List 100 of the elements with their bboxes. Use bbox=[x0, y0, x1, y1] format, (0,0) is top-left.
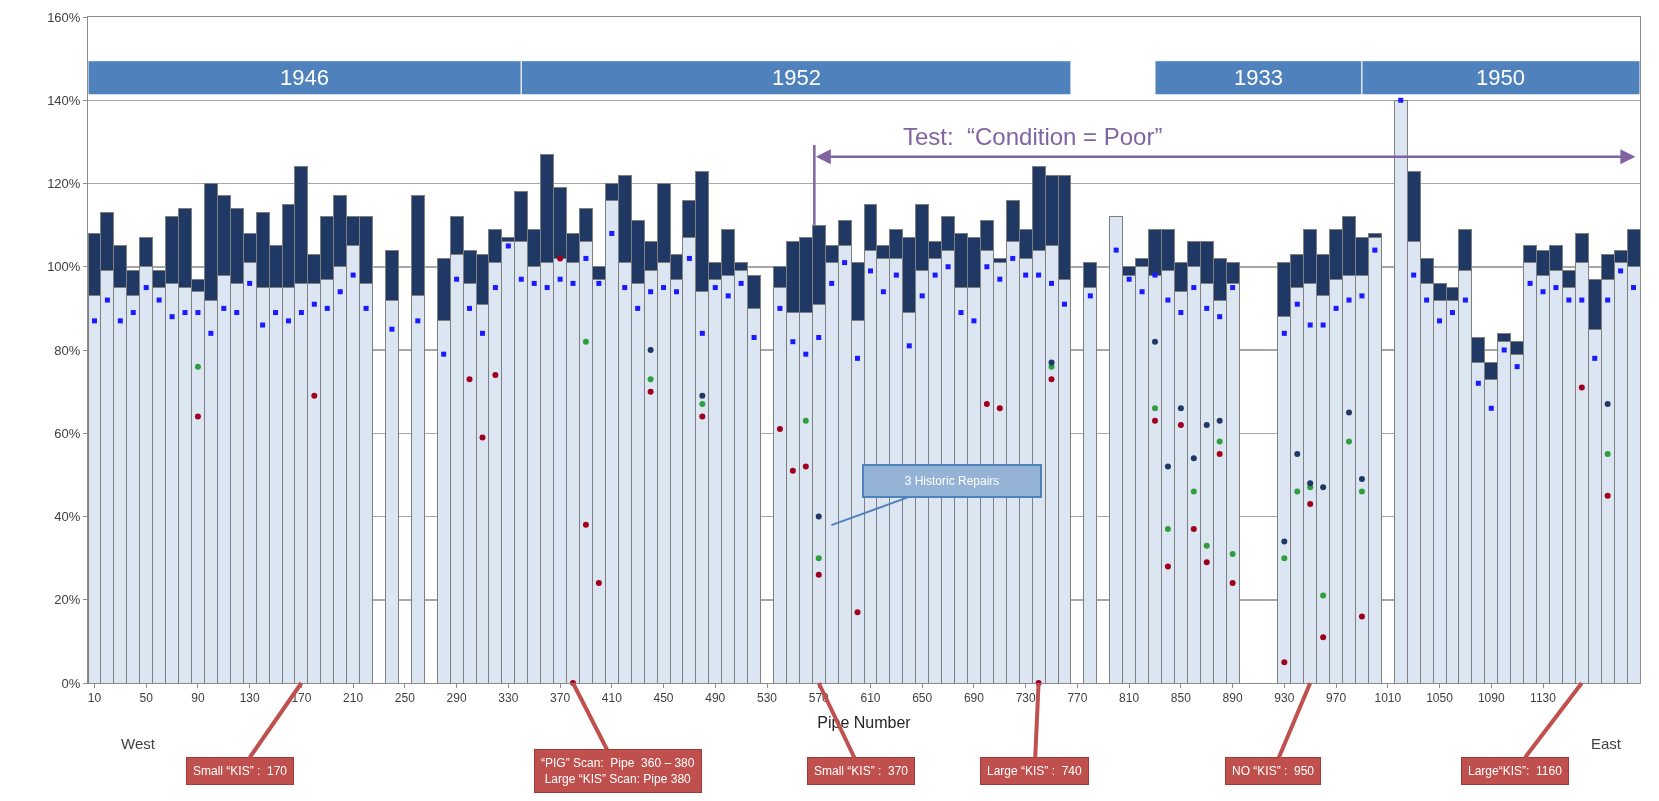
point bbox=[1281, 538, 1288, 545]
point bbox=[1281, 659, 1288, 666]
point bbox=[1177, 421, 1184, 428]
point bbox=[1152, 338, 1158, 345]
point bbox=[1229, 580, 1236, 587]
point bbox=[789, 467, 796, 474]
point bbox=[776, 426, 783, 433]
x-tick-label: 930 bbox=[1274, 691, 1295, 706]
point bbox=[1048, 376, 1055, 383]
point bbox=[1358, 488, 1365, 495]
point bbox=[1320, 484, 1327, 491]
point bbox=[1358, 476, 1365, 483]
x-tick-label: 90 bbox=[191, 691, 205, 706]
point bbox=[466, 376, 473, 383]
point bbox=[1229, 550, 1236, 557]
x-tick-label: 770 bbox=[1067, 691, 1088, 706]
x-tick-label: 1130 bbox=[1530, 691, 1557, 706]
point bbox=[311, 392, 318, 399]
x-tick-label: 530 bbox=[756, 691, 778, 706]
x-tick-label: 450 bbox=[653, 691, 674, 706]
x-tick-label: 1090 bbox=[1477, 691, 1505, 706]
point bbox=[492, 371, 499, 378]
point bbox=[1177, 405, 1184, 412]
y-tick-label: 80% bbox=[54, 342, 81, 358]
point bbox=[1190, 525, 1197, 532]
point bbox=[699, 401, 706, 408]
point bbox=[1346, 438, 1352, 445]
annotation: Test: “Condition = Poor” bbox=[903, 123, 1163, 150]
band-label: 1933 bbox=[1234, 65, 1283, 90]
y-tick-label: 0% bbox=[61, 675, 81, 691]
point bbox=[699, 413, 706, 420]
x-tick-label: 970 bbox=[1326, 691, 1347, 706]
x-tick-label: 690 bbox=[963, 691, 985, 706]
point bbox=[1320, 634, 1327, 641]
point bbox=[647, 376, 654, 383]
point bbox=[1320, 592, 1327, 599]
x-tick-label: 810 bbox=[1119, 691, 1140, 706]
x-tick-label: 210 bbox=[343, 691, 364, 706]
x-tick-label: 650 bbox=[912, 691, 933, 706]
x-tick-label: 410 bbox=[601, 691, 623, 706]
point bbox=[1604, 451, 1611, 458]
point bbox=[582, 521, 589, 528]
y-tick-label: 140% bbox=[47, 92, 81, 108]
point bbox=[1203, 421, 1210, 428]
point bbox=[194, 413, 201, 420]
point bbox=[647, 347, 654, 353]
annotation: NO “KIS” : 950 bbox=[1232, 764, 1315, 778]
band-label: 1952 bbox=[772, 65, 821, 90]
point bbox=[1164, 563, 1171, 570]
band-label: 1946 bbox=[280, 65, 329, 90]
x-tick-label: 130 bbox=[239, 691, 260, 706]
x-tick-label: 730 bbox=[1015, 691, 1036, 706]
point bbox=[802, 417, 809, 424]
point bbox=[815, 555, 822, 562]
point bbox=[699, 392, 706, 399]
point bbox=[1190, 455, 1197, 462]
point bbox=[1164, 463, 1171, 470]
annotation: “PIG” Scan: Pipe 360 – 380 Large “KIS” Scan: Pipe 380 bbox=[541, 756, 695, 786]
point bbox=[582, 338, 589, 345]
point bbox=[557, 255, 564, 262]
point bbox=[1152, 405, 1158, 412]
x-tick-label: 850 bbox=[1170, 691, 1192, 706]
point bbox=[479, 434, 486, 441]
x-tick-label: 610 bbox=[860, 691, 881, 706]
point bbox=[1346, 409, 1352, 416]
point bbox=[1203, 542, 1210, 549]
annotation: Small “KIS” : 370 bbox=[814, 764, 909, 778]
point bbox=[815, 513, 822, 520]
x-tick-label: 1050 bbox=[1426, 691, 1454, 706]
point bbox=[1307, 480, 1314, 487]
annotation: Small “KIS” : 170 bbox=[193, 764, 288, 778]
point bbox=[1604, 492, 1611, 499]
point bbox=[1216, 417, 1223, 424]
x-tick-label: 10 bbox=[87, 691, 102, 706]
point bbox=[1216, 451, 1223, 458]
x-tick-label: 890 bbox=[1222, 691, 1243, 706]
x-tick-label: 250 bbox=[394, 691, 416, 706]
point bbox=[802, 463, 809, 470]
point bbox=[1164, 525, 1171, 532]
annotation: Large “KIS” : 740 bbox=[987, 764, 1083, 778]
text: East bbox=[1591, 735, 1622, 752]
point bbox=[1604, 401, 1611, 408]
point bbox=[1203, 559, 1210, 566]
point bbox=[1048, 359, 1055, 366]
point bbox=[1358, 613, 1365, 620]
y-tick-label: 20% bbox=[54, 592, 81, 608]
x-tick-label: 290 bbox=[446, 691, 467, 706]
point bbox=[647, 388, 654, 395]
point bbox=[1578, 384, 1585, 391]
callout-box: 3 Historic Repairs bbox=[830, 464, 1042, 527]
point bbox=[194, 363, 201, 370]
point bbox=[1152, 417, 1158, 424]
point bbox=[854, 609, 861, 616]
y-tick-label: 40% bbox=[54, 509, 81, 525]
annotation: 3 Historic Repairs bbox=[904, 474, 1000, 488]
y-tick-label: 60% bbox=[54, 425, 81, 441]
point bbox=[1307, 501, 1314, 508]
point bbox=[815, 571, 822, 578]
point bbox=[1216, 438, 1223, 445]
band-label: 1950 bbox=[1476, 65, 1525, 90]
